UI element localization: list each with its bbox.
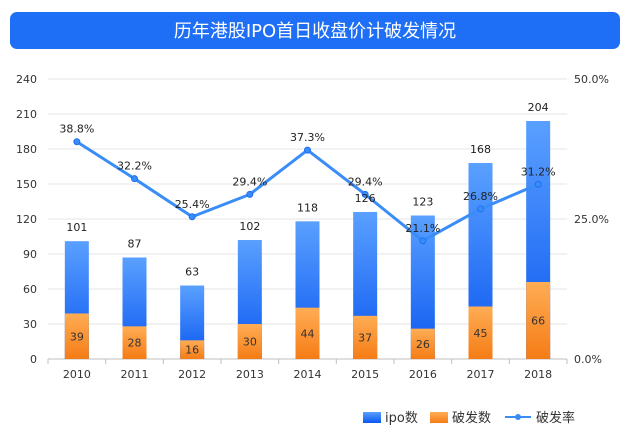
bar-fail xyxy=(180,340,205,359)
bar-fail xyxy=(64,313,89,359)
fail-value-label: 30 xyxy=(243,336,257,349)
ipo-value-label: 63 xyxy=(185,266,199,279)
fail-value-label: 39 xyxy=(70,330,84,343)
ipo-value-label: 118 xyxy=(297,201,318,214)
bar-fail xyxy=(295,307,320,359)
rate-point xyxy=(534,180,542,188)
legend-label: 破发率 xyxy=(536,410,575,426)
bar-fail xyxy=(410,328,435,359)
ipo-value-label: 123 xyxy=(412,196,433,209)
y-left-tick-label: 90 xyxy=(23,248,37,261)
rate-value-label: 29.4% xyxy=(348,175,383,188)
rate-point xyxy=(477,205,484,213)
rate-value-label: 26.8% xyxy=(463,190,498,203)
fail-value-label: 26 xyxy=(416,338,430,351)
fail-value-label: 45 xyxy=(474,327,488,340)
ipo-value-label: 87 xyxy=(128,238,142,251)
title-banner xyxy=(10,12,620,49)
bar-fail xyxy=(468,306,493,359)
bar-fail xyxy=(526,282,551,359)
rate-value-label: 38.8% xyxy=(59,123,94,136)
y-left-tick-label: 30 xyxy=(23,318,37,331)
x-tick-label: 2016 xyxy=(409,368,437,381)
ipo-value-label: 101 xyxy=(66,221,87,234)
bar-fail xyxy=(353,315,378,359)
rate-value-label: 29.4% xyxy=(232,175,267,188)
y-left-tick-label: 240 xyxy=(16,73,37,86)
x-tick-label: 2012 xyxy=(178,368,206,381)
data-labels: 101 39 87 28 63 16 102 30 118 44 126 37 123 26 168 45 20… xyxy=(59,101,555,357)
x-tick-label: 2018 xyxy=(524,368,552,381)
x-tick-label: 2013 xyxy=(236,368,264,381)
y-left-tick-label: 0 xyxy=(30,353,37,366)
y-left-tick-label: 120 xyxy=(16,213,37,226)
x-tick-label: 2014 xyxy=(294,368,322,381)
y-left-tick-label: 150 xyxy=(16,178,37,191)
rate-point xyxy=(304,146,311,154)
y-right-tick-label: 25.0% xyxy=(574,213,609,226)
rate-point xyxy=(246,190,254,198)
rate-point xyxy=(73,138,81,146)
rate-value-label: 37.3% xyxy=(290,131,325,144)
legend-label: 破发数 xyxy=(452,410,491,426)
x-tick-label: 2011 xyxy=(121,368,149,381)
rate-value-label: 31.2% xyxy=(521,165,556,178)
ipo-value-label: 102 xyxy=(239,220,260,233)
fail-value-label: 66 xyxy=(531,315,545,328)
legend: ipo数 破发数 破发率 xyxy=(363,410,575,426)
rate-value-label: 32.2% xyxy=(117,160,152,173)
x-tick-label: 2010 xyxy=(63,368,91,381)
rate-line xyxy=(73,138,542,245)
y-left-tick-label: 180 xyxy=(16,143,37,156)
legend-swatch-ipo xyxy=(363,412,381,423)
rate-point xyxy=(188,213,196,221)
y-left-tick-label: 60 xyxy=(23,283,37,296)
bar-fail xyxy=(237,324,262,359)
legend-label: ipo数 xyxy=(385,411,418,426)
y-right-tick-label: 50.0% xyxy=(574,73,609,86)
fail-value-label: 37 xyxy=(358,331,372,344)
rate-point xyxy=(131,175,138,183)
ipo-value-label: 204 xyxy=(528,101,549,114)
rate-value-label: 21.1% xyxy=(405,222,440,235)
x-tick-label: 2015 xyxy=(351,368,379,381)
ipo-value-label: 126 xyxy=(355,192,376,205)
ipo-value-label: 168 xyxy=(470,143,491,156)
rate-value-label: 25.4% xyxy=(175,198,210,211)
x-tick-label: 2017 xyxy=(467,368,495,381)
y-right-tick-label: 0.0% xyxy=(574,353,602,366)
bar-fail xyxy=(122,326,147,359)
rate-point xyxy=(419,237,427,245)
fail-value-label: 16 xyxy=(185,344,199,357)
rate-point xyxy=(361,190,369,198)
legend-swatch-rate-dot xyxy=(515,414,521,420)
fail-value-label: 28 xyxy=(128,337,142,350)
legend-swatch-fail xyxy=(430,412,448,423)
chart-title: 历年港股IPO首日收盘价计破发情况 xyxy=(174,21,456,42)
fail-value-label: 44 xyxy=(301,327,315,340)
y-left-tick-label: 210 xyxy=(16,108,37,121)
